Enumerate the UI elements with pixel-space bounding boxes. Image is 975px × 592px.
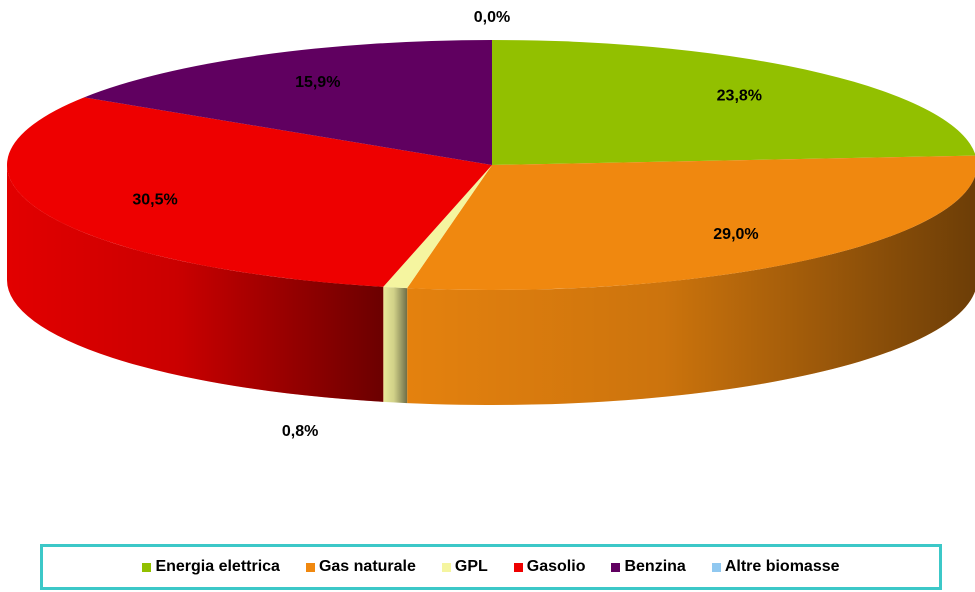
legend: Energia elettrica Gas naturale GPL Gasolio B… xyxy=(40,544,942,590)
legend-swatch xyxy=(441,562,451,572)
slice xyxy=(6,97,492,287)
data-label: 15,9% xyxy=(295,74,340,91)
data-label: 30,5% xyxy=(132,192,177,209)
slice xyxy=(84,40,492,165)
legend-item: Gas naturale xyxy=(305,558,416,576)
legend-label: Gas naturale xyxy=(318,558,416,575)
legend-item: Energia elettrica xyxy=(142,558,280,576)
legend-label: Gasolio xyxy=(526,558,586,575)
data-label: 23,8% xyxy=(717,87,762,104)
legend-item: Benzina xyxy=(611,558,686,576)
legend-label: Benzina xyxy=(624,558,686,575)
legend-label: Energia elettrica xyxy=(155,558,280,575)
slice xyxy=(492,40,975,165)
slice-side-shade xyxy=(407,176,975,405)
legend-item: Gasolio xyxy=(513,558,586,576)
data-label: 0,0% xyxy=(474,9,510,26)
slice-side-shade xyxy=(7,165,384,402)
legend-swatch xyxy=(513,562,523,572)
slice xyxy=(407,155,975,290)
legend-item: Altre biomasse xyxy=(711,558,840,576)
legend-label: Altre biomasse xyxy=(724,558,840,575)
slice-side-shade xyxy=(383,286,408,404)
legend-label: GPL xyxy=(454,558,488,575)
data-label: 29,0% xyxy=(713,226,758,243)
legend-swatch xyxy=(305,562,315,572)
slice xyxy=(383,165,492,289)
data-label: 0,8% xyxy=(282,423,318,440)
legend-swatch xyxy=(711,562,721,572)
legend-item: GPL xyxy=(441,558,488,576)
legend-swatch xyxy=(142,562,152,572)
legend-swatch xyxy=(611,562,621,572)
